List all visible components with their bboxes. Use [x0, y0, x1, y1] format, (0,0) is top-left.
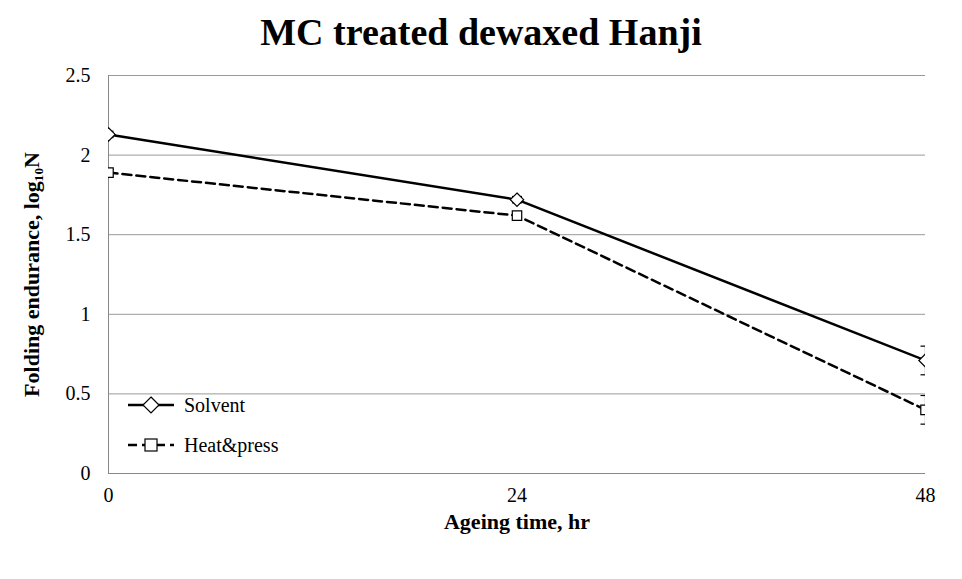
svg-text:0.5: 0.5 [66, 382, 91, 404]
html-text:Solvent: Solvent [184, 393, 246, 416]
svg-text:1: 1 [81, 303, 91, 325]
svg-text:24: 24 [507, 484, 527, 506]
html-text:Heat&press: Heat&press [184, 433, 279, 456]
svg-text:2.5: 2.5 [66, 65, 91, 86]
svg-text:Folding endurance, log₁₀N: Folding endurance, log₁₀N [19, 152, 44, 397]
svg-text:Ageing time, hr: Ageing time, hr [444, 509, 590, 534]
svg-text:0: 0 [104, 484, 114, 506]
svg-text:1.5: 1.5 [66, 223, 91, 245]
svg-text:0: 0 [81, 462, 91, 484]
svg-text:2: 2 [81, 144, 91, 166]
html-text:MC treated dewaxed Hanji: MC treated dewaxed Hanji [260, 11, 702, 53]
svg-text:48: 48 [916, 484, 936, 506]
